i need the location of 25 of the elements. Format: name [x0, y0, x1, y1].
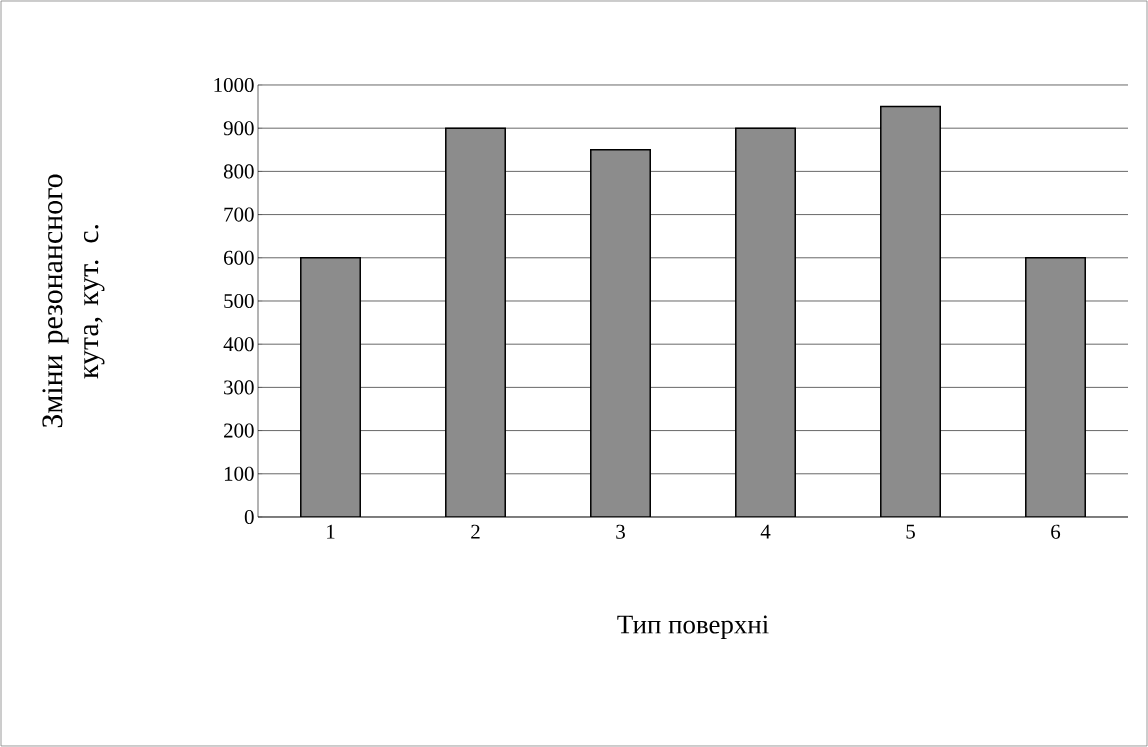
bar — [735, 127, 796, 517]
y-tick-label: 200 — [224, 423, 254, 438]
y-tick-label: 600 — [224, 250, 254, 265]
y-tick-label: 900 — [223, 121, 254, 136]
x-tick-label: 4 — [760, 524, 771, 539]
x-tick-label: 2 — [471, 524, 480, 539]
bar — [445, 127, 506, 517]
x-tick-label: 5 — [906, 524, 915, 539]
y-tick-label: 1000 — [214, 77, 254, 93]
x-tick-label: 6 — [1051, 524, 1061, 539]
x-axis-title: Тип поверхні — [617, 615, 769, 640]
bar — [1025, 257, 1086, 517]
y-tick-label: 800 — [223, 164, 254, 179]
y-tick-label: 100 — [224, 466, 254, 481]
bar — [300, 257, 361, 517]
y-tick-label: 500 — [224, 293, 254, 309]
y-tick-label: 400 — [223, 337, 254, 352]
x-tick-label: 3 — [616, 524, 625, 539]
y-tick-label: 700 — [224, 207, 254, 222]
bar — [880, 105, 941, 517]
y-tick-label: 0 — [244, 509, 254, 525]
x-tick-label: 1 — [327, 524, 335, 539]
y-axis-title: Зміни резонансного кута, кут. с. — [42, 174, 105, 428]
bar — [590, 149, 651, 517]
y-tick-label: 300 — [224, 380, 254, 395]
